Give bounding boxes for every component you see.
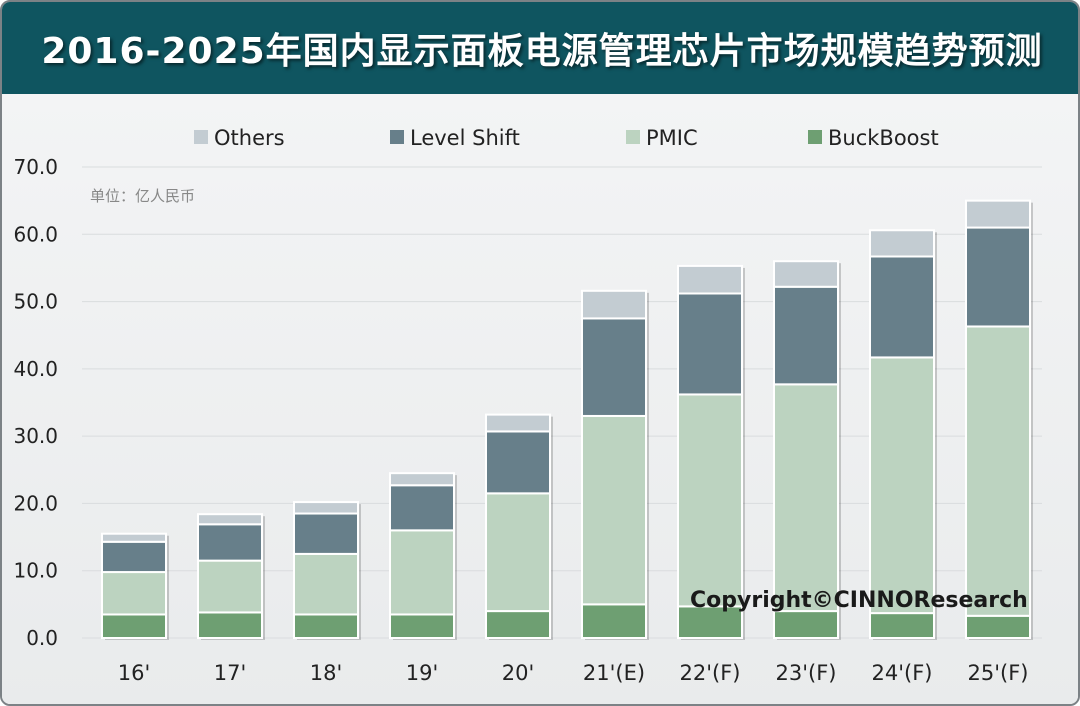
x-category-label: 17' — [214, 661, 247, 685]
legend-label: BuckBoost — [828, 126, 939, 150]
y-tick-label: 10.0 — [13, 559, 58, 583]
bar-segment-level-shift — [485, 430, 551, 495]
y-tick-label: 30.0 — [13, 424, 58, 448]
bar-segment-pmic — [293, 552, 359, 616]
chart-title: 2016-2025年国内显示面板电源管理芯片市场规模趋势预测 — [41, 31, 1043, 72]
x-category-label: 21'(E) — [583, 661, 645, 685]
bar-segment-level-shift — [389, 484, 455, 532]
bar-segment-level-shift — [293, 512, 359, 555]
bar-segment-level-shift — [965, 226, 1031, 328]
x-category-label: 16' — [118, 661, 151, 685]
bar-segment-buckboost — [869, 612, 935, 640]
copyright-watermark: Copyright©CINNOResearch — [690, 588, 1028, 613]
bar-segment-buckboost — [773, 610, 839, 639]
x-category-label: 23'(F) — [776, 661, 837, 685]
bar-segment-buckboost — [581, 603, 647, 639]
bar-segment-buckboost — [101, 613, 167, 640]
bar-segment-level-shift — [773, 285, 839, 386]
y-tick-label: 50.0 — [13, 290, 58, 314]
y-tick-label: 60.0 — [13, 222, 58, 246]
x-axis-categories: 16' 17' 18' 19' 20' 21'(E) 22'(F) 23'(F) 24'(F) 2… — [118, 661, 1029, 685]
y-tick-label: 40.0 — [13, 357, 58, 381]
bar-segment-others — [773, 260, 839, 288]
bar-segment-pmic — [389, 529, 455, 616]
bar-segment-others — [869, 229, 935, 258]
legend-label: Others — [214, 126, 285, 150]
bar-segment-buckboost — [485, 610, 551, 639]
x-category-label: 22'(F) — [680, 661, 741, 685]
legend-swatch — [808, 130, 822, 144]
legend: Others Level Shift PMIC BuckBoost — [194, 126, 939, 150]
y-tick-label: 20.0 — [13, 491, 58, 515]
legend-swatch — [390, 130, 404, 144]
x-category-label: 24'(F) — [872, 661, 933, 685]
y-axis-ticks: 0.0 10.0 20.0 30.0 40.0 50.0 60.0 70.0 — [13, 155, 58, 650]
bar-segment-others — [677, 264, 743, 295]
legend-swatch — [626, 130, 640, 144]
x-category-label: 20' — [502, 661, 535, 685]
bars — [101, 199, 1033, 640]
bar-segment-pmic — [965, 325, 1031, 617]
bar-segment-pmic — [485, 492, 551, 613]
bar-segment-others — [101, 532, 167, 543]
x-category-label: 19' — [406, 661, 439, 685]
bar-segment-buckboost — [677, 605, 743, 640]
legend-label: PMIC — [646, 126, 698, 150]
bar-segment-pmic — [677, 393, 743, 608]
x-category-label: 18' — [310, 661, 343, 685]
unit-note: 单位：亿人民币 — [90, 187, 195, 205]
bar-segment-others — [485, 413, 551, 433]
bar-segment-buckboost — [389, 613, 455, 640]
legend-label: Level Shift — [410, 126, 520, 150]
title-bar: 2016-2025年国内显示面板电源管理芯片市场规模趋势预测 — [2, 2, 1078, 94]
bar-segment-others — [389, 472, 455, 487]
bar-segment-others — [965, 199, 1031, 229]
bar-segment-buckboost — [197, 611, 263, 640]
bar-segment-pmic — [197, 559, 263, 614]
bar-segment-others — [197, 513, 263, 526]
bar-segment-level-shift — [677, 292, 743, 396]
bar-segment-pmic — [869, 356, 935, 615]
bar-segment-buckboost — [965, 614, 1031, 640]
x-category-label: 25'(F) — [968, 661, 1029, 685]
bar-segment-others — [581, 289, 647, 320]
bar-segment-others — [293, 501, 359, 515]
bar-segment-level-shift — [581, 317, 647, 417]
bar-segment-level-shift — [101, 540, 167, 574]
bar-segment-pmic — [101, 571, 167, 616]
legend-swatch — [194, 130, 208, 144]
y-tick-label: 0.0 — [26, 626, 58, 650]
bar-segment-level-shift — [197, 523, 263, 562]
bar-segment-buckboost — [293, 613, 359, 640]
bar-segment-level-shift — [869, 255, 935, 359]
y-tick-label: 70.0 — [13, 155, 58, 179]
bar-segment-pmic — [773, 383, 839, 613]
bar-segment-pmic — [581, 414, 647, 606]
